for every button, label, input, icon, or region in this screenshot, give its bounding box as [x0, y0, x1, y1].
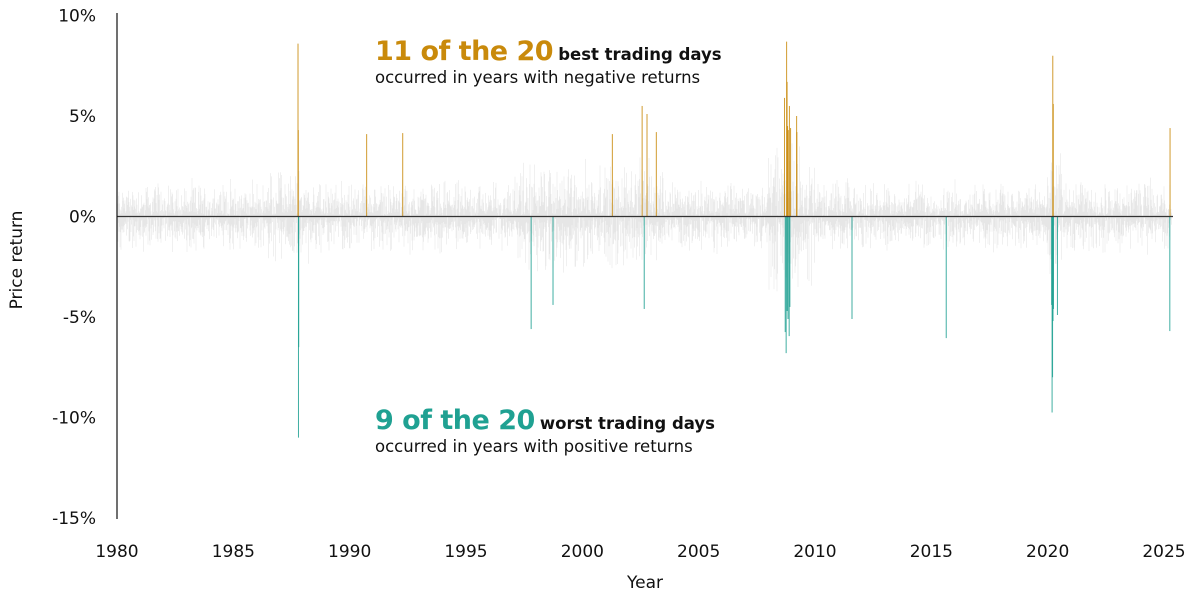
y-tick-label: 0%: [69, 208, 96, 228]
worst-days-annotation: 9 of the 20 worst trading days occurred …: [375, 407, 715, 456]
x-tick-label: 2015: [910, 542, 953, 562]
daily-return-bars: [117, 143, 1172, 292]
best-days-detail: occurred in years with negative returns: [375, 68, 701, 87]
x-tick-labels: 1980 1985 1990 1995 2000 2005 2010 2015 2020 2025: [95, 542, 1185, 562]
y-axis-label: Price return: [7, 211, 27, 310]
x-tick-label: 1985: [212, 542, 255, 562]
worst-days-label: worst trading days: [539, 414, 716, 433]
y-tick-label: -15%: [52, 509, 96, 529]
best-days-annotation: 11 of the 20 best trading days occurred …: [375, 38, 722, 87]
y-tick-label: -5%: [63, 308, 96, 328]
x-tick-label: 2000: [561, 542, 604, 562]
x-tick-label: 2025: [1142, 542, 1185, 562]
x-tick-label: 2010: [793, 542, 836, 562]
y-tick-labels: 10% 5% 0% -5% -10% -15%: [52, 7, 96, 530]
daily-returns-background: [117, 143, 1172, 292]
best-days-count: 11 of the 20: [375, 36, 554, 67]
y-tick-label: 5%: [69, 107, 96, 127]
x-tick-label: 2005: [677, 542, 720, 562]
x-tick-label: 1980: [95, 542, 138, 562]
worst-days-count: 9 of the 20: [375, 405, 535, 436]
highlighted-days: [297, 41, 1171, 438]
y-tick-label: -10%: [52, 409, 96, 429]
y-tick-label: 10%: [58, 7, 96, 27]
x-tick-label: 2020: [1026, 542, 1069, 562]
worst-days-detail: occurred in years with positive returns: [375, 437, 693, 456]
x-tick-label: 1995: [444, 542, 487, 562]
best-days-label: best trading days: [558, 45, 722, 64]
x-axis-label: Year: [626, 573, 663, 593]
x-tick-label: 1990: [328, 542, 371, 562]
